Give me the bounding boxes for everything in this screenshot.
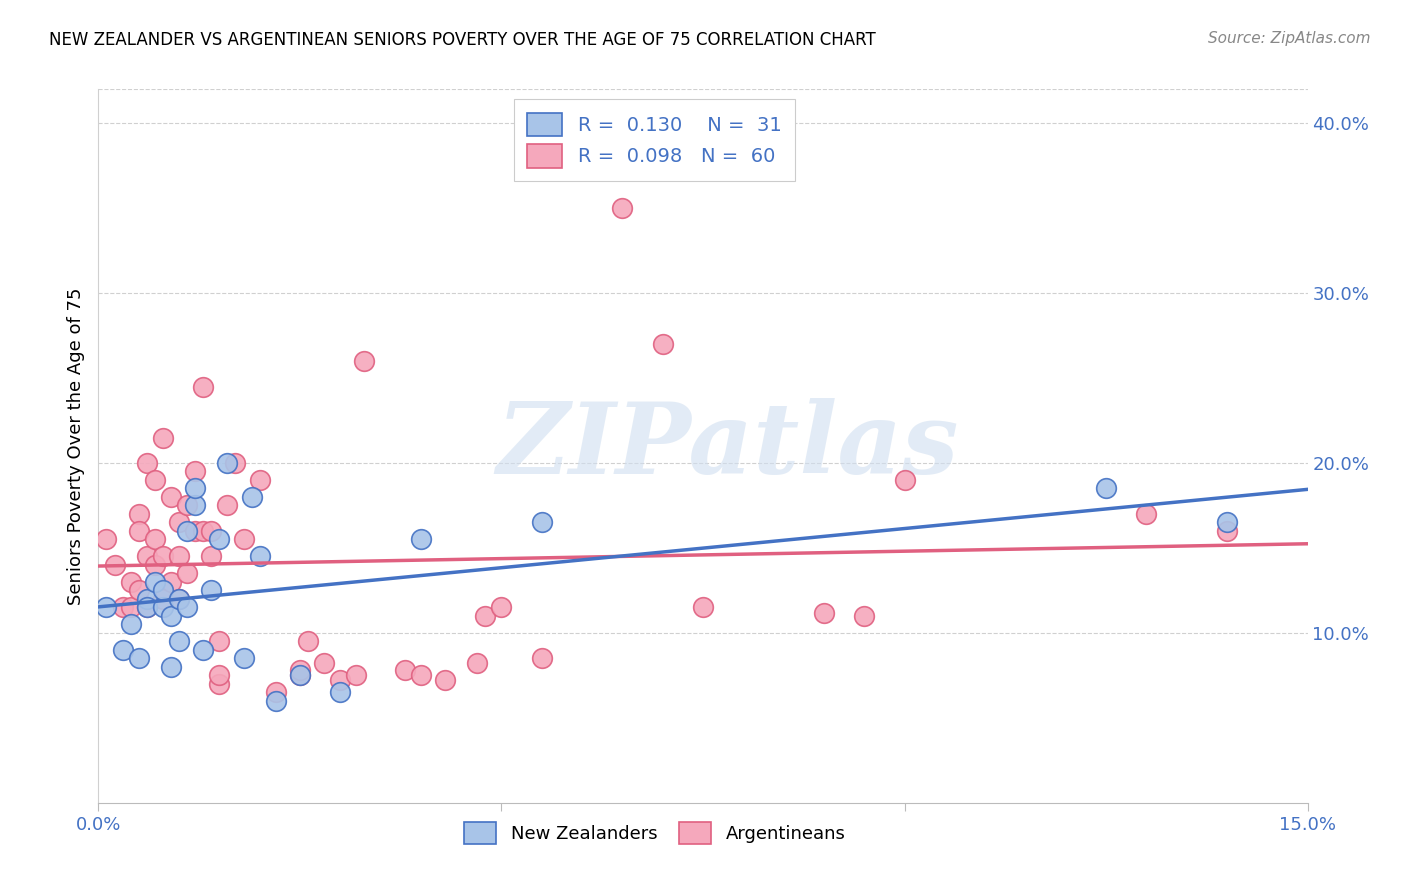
Point — [120, 600, 142, 615]
Point — [249, 549, 271, 564]
Point — [288, 668, 311, 682]
Point — [217, 456, 239, 470]
Point — [184, 524, 207, 538]
Y-axis label: Seniors Poverty Over the Age of 75: Seniors Poverty Over the Age of 75 — [66, 287, 84, 605]
Point — [530, 651, 553, 665]
Point — [1095, 482, 1118, 496]
Point — [200, 549, 222, 564]
Point — [152, 430, 174, 444]
Point — [200, 524, 222, 538]
Point — [893, 473, 915, 487]
Point — [160, 660, 183, 674]
Point — [240, 490, 263, 504]
Point — [152, 591, 174, 606]
Text: Source: ZipAtlas.com: Source: ZipAtlas.com — [1208, 31, 1371, 46]
Point — [167, 591, 190, 606]
Point — [96, 600, 118, 615]
Point — [208, 533, 231, 547]
Point — [288, 663, 311, 677]
Point — [167, 516, 190, 530]
Point — [232, 651, 254, 665]
Point — [128, 651, 150, 665]
Text: ZIPatlas: ZIPatlas — [496, 398, 959, 494]
Point — [612, 201, 634, 215]
Point — [208, 677, 231, 691]
Point — [1135, 507, 1157, 521]
Point — [297, 634, 319, 648]
Point — [1216, 524, 1239, 538]
Point — [111, 600, 134, 615]
Point — [135, 456, 157, 470]
Point — [264, 694, 287, 708]
Point — [96, 533, 118, 547]
Point — [409, 668, 432, 682]
Point — [120, 574, 142, 589]
Point — [160, 574, 183, 589]
Point — [184, 465, 207, 479]
Point — [193, 643, 215, 657]
Text: NEW ZEALANDER VS ARGENTINEAN SENIORS POVERTY OVER THE AGE OF 75 CORRELATION CHAR: NEW ZEALANDER VS ARGENTINEAN SENIORS POV… — [49, 31, 876, 49]
Point — [152, 600, 174, 615]
Point — [135, 600, 157, 615]
Point — [193, 379, 215, 393]
Point — [491, 600, 513, 615]
Point — [409, 533, 432, 547]
Point — [853, 608, 876, 623]
Point — [176, 600, 198, 615]
Point — [135, 549, 157, 564]
Point — [344, 668, 367, 682]
Point — [264, 685, 287, 699]
Point — [217, 499, 239, 513]
Point — [353, 354, 375, 368]
Point — [813, 606, 835, 620]
Point — [530, 516, 553, 530]
Point — [200, 583, 222, 598]
Point — [288, 668, 311, 682]
Point — [329, 685, 352, 699]
Point — [160, 490, 183, 504]
Point — [184, 482, 207, 496]
Point — [176, 524, 198, 538]
Point — [128, 583, 150, 598]
Point — [160, 608, 183, 623]
Point — [103, 558, 125, 572]
Point — [394, 663, 416, 677]
Point — [167, 634, 190, 648]
Point — [474, 608, 496, 623]
Point — [120, 617, 142, 632]
Point — [128, 524, 150, 538]
Point — [143, 473, 166, 487]
Point — [193, 524, 215, 538]
Point — [135, 591, 157, 606]
Point — [692, 600, 714, 615]
Point — [176, 566, 198, 581]
Point — [143, 574, 166, 589]
Point — [208, 668, 231, 682]
Legend: New Zealanders, Argentineans: New Zealanders, Argentineans — [457, 814, 853, 851]
Point — [224, 456, 246, 470]
Point — [128, 507, 150, 521]
Point — [152, 549, 174, 564]
Point — [651, 337, 673, 351]
Point — [152, 583, 174, 598]
Point — [1216, 516, 1239, 530]
Point — [167, 549, 190, 564]
Point — [434, 673, 457, 688]
Point — [176, 499, 198, 513]
Point — [143, 533, 166, 547]
Point — [329, 673, 352, 688]
Point — [249, 473, 271, 487]
Point — [314, 657, 336, 671]
Point — [465, 657, 488, 671]
Point — [143, 558, 166, 572]
Point — [111, 643, 134, 657]
Point — [208, 634, 231, 648]
Point — [184, 499, 207, 513]
Point — [232, 533, 254, 547]
Point — [135, 600, 157, 615]
Point — [167, 591, 190, 606]
